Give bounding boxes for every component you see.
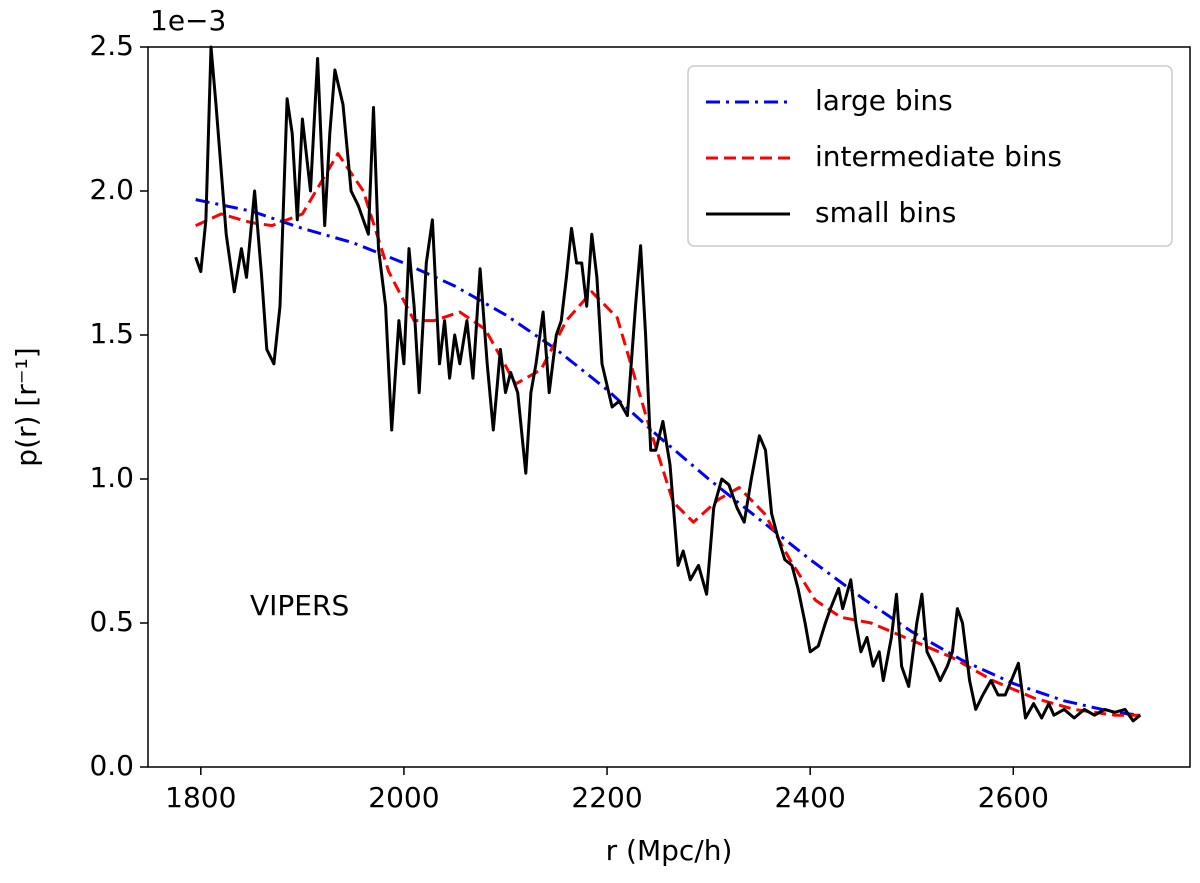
y-tick-label: 0.0	[89, 749, 134, 782]
y-tick-label: 2.5	[89, 29, 134, 62]
legend-label: small bins	[815, 196, 956, 229]
x-tick-label: 2600	[978, 781, 1049, 814]
annotation: VIPERS	[250, 589, 349, 622]
legend-label: intermediate bins	[815, 140, 1062, 173]
y-offset-label: 1e−3	[150, 4, 226, 37]
y-tick-label: 1.0	[89, 461, 134, 494]
y-tick-label: 0.5	[89, 605, 134, 638]
line-series	[195, 198, 1141, 717]
plot-frame	[147, 46, 1191, 768]
y-axis-label: p(r) [r⁻¹]	[10, 347, 43, 466]
line-series	[194, 45, 1142, 723]
legend: large bins intermediate bins small bins	[687, 65, 1173, 247]
legend-label: large bins	[815, 84, 953, 117]
y-tick-label: 1.5	[89, 317, 134, 350]
x-axis-label: r (Mpc/h)	[606, 834, 733, 867]
x-tick-label: 2000	[368, 781, 439, 814]
x-tick-label: 1800	[165, 781, 236, 814]
x-tick-label: 2200	[571, 781, 642, 814]
x-tick-label: 2400	[775, 781, 846, 814]
legend-box	[687, 65, 1173, 247]
y-tick-label: 2.0	[89, 173, 134, 206]
